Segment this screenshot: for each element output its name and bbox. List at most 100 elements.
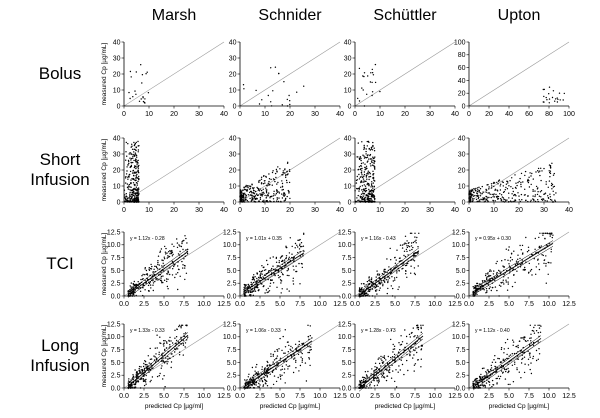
data-point <box>283 192 286 195</box>
data-point <box>487 184 489 186</box>
data-point <box>391 356 394 358</box>
y-tick-label: 10.0 <box>338 334 352 341</box>
data-point <box>535 171 537 173</box>
data-point <box>178 325 180 328</box>
data-point <box>359 185 361 188</box>
data-point <box>296 244 298 246</box>
data-point <box>271 267 273 270</box>
data-point <box>374 168 376 170</box>
data-point <box>172 253 174 256</box>
data-point <box>387 287 389 290</box>
data-point <box>380 279 382 282</box>
data-point <box>284 266 286 268</box>
scatter-points <box>127 235 189 297</box>
regression-equation: y = 1.01x + 0.35 <box>246 236 282 242</box>
panel-marsh-tci: y = 1.12x - 0.280.0 2.5 5.0 7.5 10.0 12.50.02… <box>101 229 231 308</box>
x-tick-label: 40 <box>505 111 513 118</box>
data-point <box>251 199 253 201</box>
data-point <box>366 377 368 379</box>
x-tick-label: 0 <box>353 207 357 214</box>
data-point <box>290 345 292 348</box>
data-point <box>298 248 301 250</box>
data-point <box>512 381 515 383</box>
data-point <box>533 200 535 202</box>
data-point <box>134 148 136 151</box>
data-point <box>132 191 134 193</box>
data-point <box>268 178 271 180</box>
data-point <box>415 347 417 349</box>
data-point <box>507 277 509 279</box>
data-point <box>403 250 406 252</box>
data-point <box>417 246 419 248</box>
data-point <box>368 193 370 196</box>
data-point <box>157 263 159 266</box>
data-point <box>499 193 501 195</box>
regression-equation: y = 1.16x - 0.43 <box>361 236 396 242</box>
data-point <box>138 188 140 191</box>
data-point <box>413 272 416 274</box>
data-point <box>301 342 303 345</box>
data-point <box>257 200 260 202</box>
data-point <box>363 378 365 381</box>
data-point <box>253 383 256 386</box>
data-point <box>130 290 132 292</box>
data-point <box>534 190 536 192</box>
data-point <box>371 190 373 192</box>
scatter-points <box>357 63 381 107</box>
data-point <box>366 140 368 143</box>
data-point <box>137 169 139 172</box>
x-tick-label: 20 <box>515 207 523 214</box>
data-point <box>135 171 137 173</box>
data-point <box>248 373 250 375</box>
data-point <box>263 199 265 201</box>
data-point <box>371 164 374 166</box>
x-tick-label: 40 <box>451 111 459 118</box>
data-point <box>272 282 275 284</box>
data-point <box>489 269 491 271</box>
data-point <box>378 357 380 359</box>
identity-line <box>354 137 456 203</box>
data-point <box>255 89 257 92</box>
data-point <box>180 245 183 248</box>
data-point <box>371 368 373 370</box>
data-point <box>537 358 539 360</box>
data-point <box>484 386 486 388</box>
y-tick-label: 7.5 <box>111 255 121 262</box>
data-point <box>284 352 286 354</box>
data-point <box>286 171 288 173</box>
data-point <box>369 385 371 387</box>
data-point <box>159 251 161 254</box>
data-point <box>507 182 509 184</box>
data-point <box>542 198 544 200</box>
data-point <box>365 180 367 182</box>
data-point <box>367 140 370 143</box>
data-point <box>478 283 481 285</box>
y-tick-label: 7.5 <box>227 255 237 262</box>
data-point <box>409 353 411 356</box>
data-point <box>537 324 539 326</box>
data-point <box>137 151 139 153</box>
data-point <box>280 369 282 371</box>
data-point <box>126 199 128 201</box>
y-tick-label: 0.0 <box>111 385 121 392</box>
data-point <box>530 340 532 342</box>
data-point <box>299 246 302 248</box>
data-point <box>363 72 366 74</box>
data-point <box>184 346 186 348</box>
data-point <box>522 181 524 183</box>
data-point <box>161 365 163 367</box>
data-point <box>494 188 497 190</box>
x-tick-label: 0.0 <box>350 301 360 308</box>
data-point <box>281 180 283 182</box>
data-point <box>365 168 367 170</box>
data-point <box>183 333 185 335</box>
x-tick-label: 60 <box>525 111 533 118</box>
data-point <box>496 260 498 263</box>
confidence-band-upper <box>243 249 305 289</box>
data-point <box>252 191 254 194</box>
data-point <box>369 158 372 160</box>
data-point <box>368 276 370 278</box>
data-point <box>175 273 177 275</box>
data-point <box>371 149 374 151</box>
